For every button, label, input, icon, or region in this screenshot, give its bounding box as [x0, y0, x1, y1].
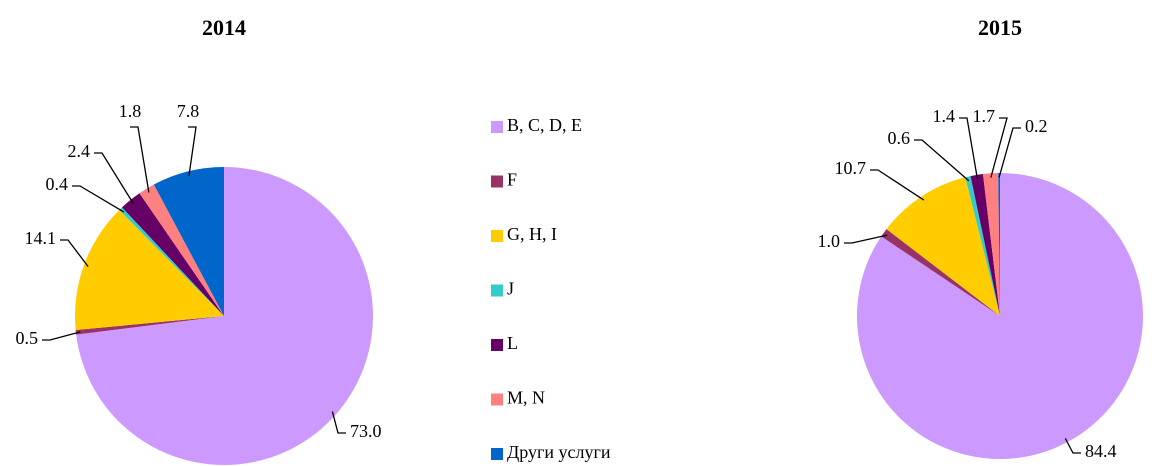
- data-label: 0.5: [16, 328, 39, 348]
- data-label: 0.2: [1025, 116, 1048, 136]
- leader-line: [94, 152, 134, 204]
- pie-slice: [139, 184, 224, 316]
- legend-swatch: [491, 230, 503, 242]
- leader-line: [72, 185, 125, 213]
- pie-slice: [970, 174, 1000, 316]
- data-label: 7.8: [177, 101, 200, 121]
- legend-swatch: [491, 284, 503, 297]
- pie-slice: [76, 167, 374, 465]
- leader-line: [188, 126, 197, 176]
- data-label: 84.4: [1085, 441, 1117, 461]
- legend-label: L: [507, 333, 518, 353]
- legend-label: J: [507, 279, 514, 299]
- leader-line: [844, 234, 888, 244]
- chart-title: 2014: [202, 15, 246, 40]
- data-label: 14.1: [25, 228, 57, 248]
- leader-line: [1064, 438, 1081, 454]
- leader-line: [42, 331, 81, 341]
- legend-label: G, H, I: [507, 224, 557, 244]
- legend-swatch: [491, 448, 503, 460]
- data-label: 2.4: [68, 141, 91, 161]
- data-label: 1.0: [818, 231, 841, 251]
- leader-line: [914, 139, 970, 182]
- legend-swatch: [491, 339, 503, 351]
- data-label: 10.7: [835, 158, 867, 178]
- pie-slice: [965, 176, 1000, 316]
- pie-slice: [122, 193, 224, 316]
- data-label: 73.0: [350, 421, 382, 441]
- legend-label: F: [507, 170, 517, 190]
- data-label: 0.6: [888, 128, 911, 148]
- data-label: 0.4: [46, 174, 69, 194]
- pie-slice: [75, 316, 224, 335]
- data-label: 1.8: [119, 101, 142, 121]
- legend-label: M, N: [507, 388, 545, 408]
- legend-swatch: [491, 393, 503, 406]
- pie-slice: [998, 173, 1000, 316]
- pie-slice: [75, 209, 225, 331]
- leader-line: [870, 169, 925, 201]
- pie-slice: [153, 167, 224, 316]
- pie-slice: [881, 229, 1000, 316]
- legend-label: B, C, D, E: [507, 115, 582, 135]
- leader-line: [998, 127, 1021, 178]
- legend-swatch: [491, 121, 503, 133]
- leader-line: [990, 117, 1008, 178]
- pie-slice: [982, 173, 1000, 316]
- data-label: 1.7: [973, 106, 996, 126]
- leader-line: [60, 239, 89, 268]
- leader-line: [959, 117, 979, 180]
- legend-swatch: [491, 175, 503, 188]
- chart-title: 2015: [978, 15, 1022, 40]
- leader-line: [130, 126, 150, 193]
- leader-line: [331, 411, 346, 434]
- legend-label: Други услуги: [507, 442, 611, 462]
- pie-slice: [119, 207, 224, 316]
- data-label: 1.4: [933, 106, 956, 126]
- pie-slice: [886, 177, 1000, 316]
